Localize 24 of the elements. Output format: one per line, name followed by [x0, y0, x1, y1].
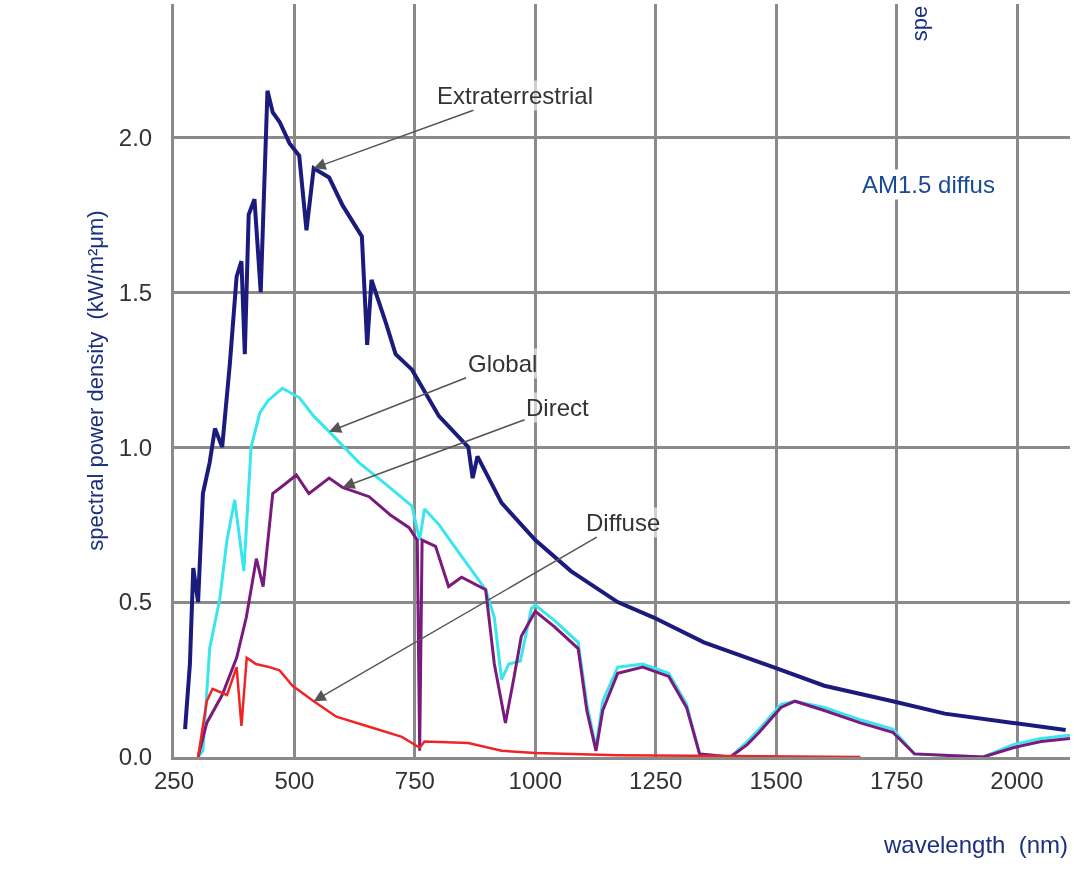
- line-series: [196, 473, 1070, 757]
- x-tick-label: 500: [274, 766, 315, 794]
- annotation: spe: [907, 5, 933, 42]
- y-axis-title: spectral power density (kW/m²μm): [82, 210, 108, 551]
- line-series: [196, 656, 862, 757]
- x-tick-label: 1500: [749, 766, 803, 794]
- annotation: Diffuse: [586, 509, 661, 536]
- x-tick-label: 750: [394, 766, 435, 794]
- x-axis-title: wavelength (nm): [883, 831, 1069, 858]
- y-tick-label: 0.5: [118, 588, 153, 616]
- y-tick-label: 1.5: [118, 278, 153, 306]
- x-tick-label: 250: [153, 766, 195, 794]
- x-tick-label: 1000: [508, 766, 562, 794]
- x-tick-label: 1750: [869, 766, 924, 794]
- x-tick-label: 1250: [629, 766, 683, 794]
- annotation: Direct: [526, 394, 589, 421]
- y-tick-label: 0.0: [118, 743, 153, 771]
- y-tick-label: 2.0: [118, 123, 153, 151]
- annotation: AM1.5 diffus: [862, 171, 995, 198]
- x-tick-label: 2000: [990, 766, 1044, 794]
- line-series: [183, 88, 1068, 733]
- annotation: Global: [468, 350, 538, 377]
- annotation: Extraterrestrial: [437, 82, 594, 109]
- y-tick-label: 1.0: [118, 433, 153, 461]
